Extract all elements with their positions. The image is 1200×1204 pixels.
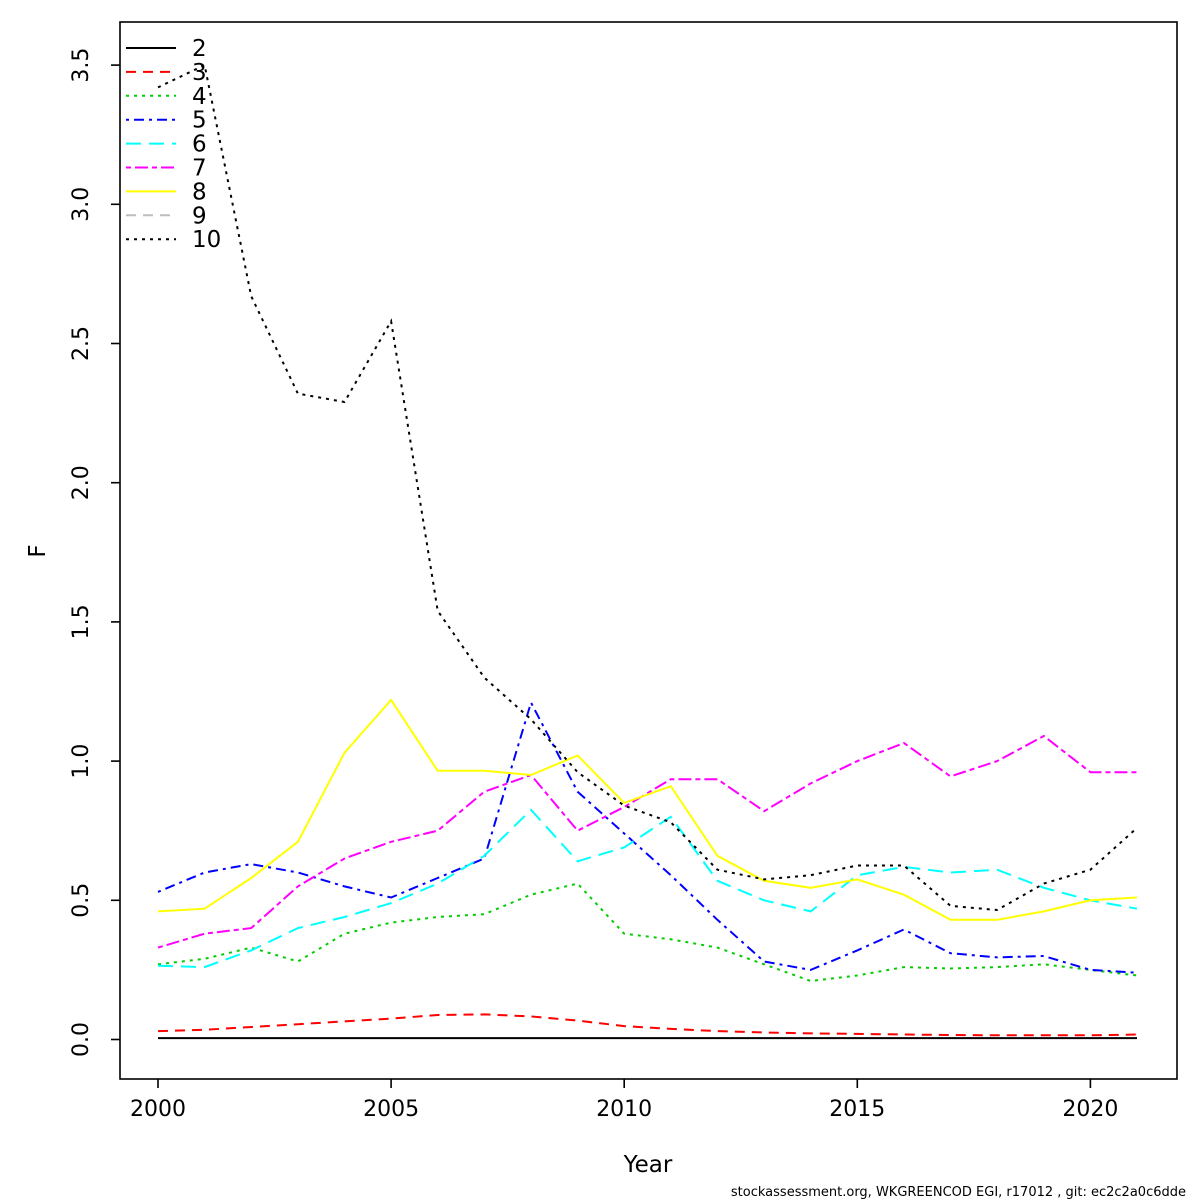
- legend-label-age-5: 5: [192, 108, 207, 134]
- series-line-age-3: [157, 1013, 1138, 1037]
- axes: 2000 2005 2010 2015 2020 0.0 0.5 1.0 1.5 2.0 2.5 3.…: [69, 21, 1178, 1122]
- legend-label-age-2: 2: [192, 36, 207, 62]
- x-axis-label: Year: [623, 1152, 673, 1178]
- legend-label-age-9: 9: [192, 203, 207, 229]
- legend-label-age-3: 3: [192, 60, 207, 86]
- legend-label-age-4: 4: [192, 84, 207, 110]
- y-tick-label-1.0: 1.0: [69, 744, 94, 779]
- series-line-age-6: [157, 808, 1138, 969]
- y-axis-label: F: [25, 544, 51, 557]
- series-line-age-7: [157, 734, 1137, 949]
- legend-label-age-8: 8: [192, 179, 207, 205]
- series-line-age-5: [157, 699, 1138, 974]
- y-tick-label-3.5: 3.5: [69, 48, 94, 83]
- y-tick-label-0.0: 0.0: [69, 1022, 94, 1057]
- x-tick-label-2015: 2015: [829, 1097, 885, 1122]
- legend-label-age-6: 6: [192, 132, 207, 158]
- legend-label-age-10: 10: [192, 227, 221, 253]
- series-line-age-4: [157, 882, 1138, 983]
- y-tick-label-3.0: 3.0: [69, 187, 94, 222]
- legend-label-age-7: 7: [192, 156, 207, 182]
- y-tick-label-1.5: 1.5: [69, 604, 94, 639]
- series-line-age-10: [157, 63, 1138, 912]
- footer-credit: stockassessment.org, WKGREENCOD EGI, r17…: [731, 1185, 1186, 1200]
- x-tick-label-2000: 2000: [130, 1097, 186, 1122]
- x-tick-label-2005: 2005: [363, 1097, 419, 1122]
- plot-box: [119, 21, 1178, 1080]
- series-lines: [157, 63, 1138, 1040]
- x-tick-label-2020: 2020: [1062, 1097, 1118, 1122]
- x-tick-label-2010: 2010: [596, 1097, 652, 1122]
- y-tick-label-2.5: 2.5: [69, 326, 94, 361]
- y-tick-label-0.5: 0.5: [69, 883, 94, 918]
- y-tick-label-2.0: 2.0: [69, 465, 94, 500]
- series-line-age-8: [157, 698, 1138, 921]
